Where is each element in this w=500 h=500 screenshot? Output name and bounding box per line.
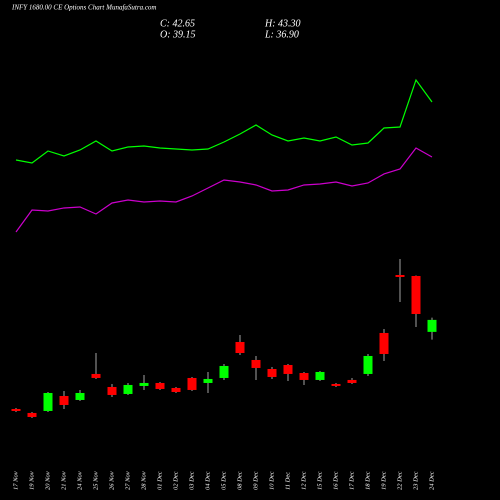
x-tick-label: 09 Dec xyxy=(252,471,259,490)
x-tick-label: 18 Dec xyxy=(364,471,371,490)
candle-body xyxy=(155,382,165,389)
x-tick-label: 15 Dec xyxy=(316,471,323,490)
x-tick-label: 04 Dec xyxy=(204,471,211,490)
candle-body xyxy=(203,378,213,383)
candle-body xyxy=(219,365,229,378)
x-tick-label: 08 Dec xyxy=(236,471,243,490)
x-tick-label: 17 Nov xyxy=(12,471,19,490)
x-tick-label: 25 Nov xyxy=(92,471,99,490)
candle-body xyxy=(331,383,341,386)
candle-body xyxy=(299,373,309,380)
candle-body xyxy=(379,332,389,354)
x-tick-label: 20 Nov xyxy=(44,471,51,490)
candle-body xyxy=(347,379,357,383)
candle-body xyxy=(171,387,181,392)
candle-body xyxy=(187,377,197,390)
candle-body xyxy=(27,412,37,417)
x-tick-label: 24 Dec xyxy=(428,471,435,490)
x-tick-label: 02 Dec xyxy=(172,471,179,490)
candle-body xyxy=(43,392,53,411)
candle-body xyxy=(427,319,437,332)
high-label: H: 43.30 xyxy=(264,18,301,29)
x-tick-label: 03 Dec xyxy=(188,471,195,490)
candle-body xyxy=(411,275,421,314)
x-tick-label: 27 Nov xyxy=(124,471,131,490)
candle-body xyxy=(395,275,405,277)
candle-body xyxy=(267,368,277,377)
x-tick-label: 23 Dec xyxy=(412,471,419,490)
candle-body xyxy=(139,382,149,386)
chart-title: INFY 1680.00 CE Options Chart MunafaSutr… xyxy=(11,4,156,12)
x-tick-label: 01 Dec xyxy=(156,471,163,490)
overlay-line xyxy=(15,78,433,164)
candle-body xyxy=(59,396,69,405)
x-tick-label: 26 Nov xyxy=(108,471,115,490)
candle-body xyxy=(235,341,245,353)
x-tick-label: 19 Nov xyxy=(28,471,35,490)
candle-body xyxy=(91,373,101,378)
x-tick-label: 05 Dec xyxy=(220,471,227,490)
candle-body xyxy=(283,364,293,374)
overlay-line xyxy=(15,147,433,233)
x-tick-label: 16 Dec xyxy=(332,471,339,490)
x-tick-label: 12 Dec xyxy=(300,471,307,490)
open-label: O: 39.15 xyxy=(160,29,196,40)
x-tick-label: 19 Dec xyxy=(380,471,387,490)
x-tick-label: 10 Dec xyxy=(268,471,275,490)
candle-body xyxy=(363,355,373,374)
candle-body xyxy=(107,386,117,395)
candle-body xyxy=(315,371,325,380)
candle-body xyxy=(123,384,133,394)
low-label: L: 36.90 xyxy=(264,29,299,40)
x-tick-label: 17 Dec xyxy=(348,471,355,490)
x-tick-label: 11 Dec xyxy=(284,472,291,490)
x-tick-label: 28 Nov xyxy=(140,471,147,490)
x-tick-label: 24 Nov xyxy=(76,471,83,490)
candle-body xyxy=(251,359,261,368)
x-tick-label: 21 Nov xyxy=(60,471,67,490)
candle-body xyxy=(11,408,21,411)
x-tick-label: 22 Dec xyxy=(396,471,403,490)
close-label: C: 42.65 xyxy=(160,18,195,29)
candle-body xyxy=(75,392,85,400)
